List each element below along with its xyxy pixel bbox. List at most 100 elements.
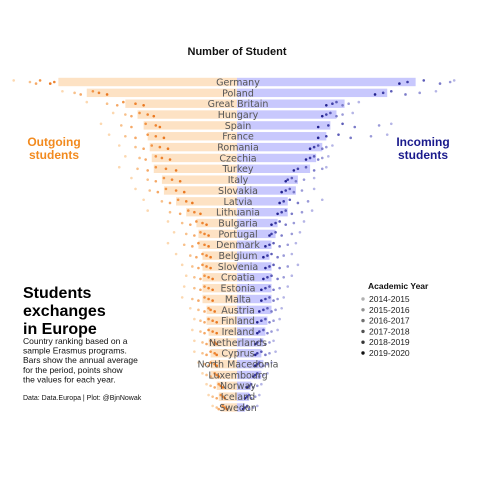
- outgoing-point-slovakia-3: [164, 187, 168, 191]
- source-credit: Data: Data.Europa | Plot: @BjnNowak: [23, 395, 142, 402]
- incoming-point-luxembourg-1: [262, 373, 265, 377]
- incoming-point-finland-4: [260, 319, 263, 323]
- outgoing-point-finland-0: [193, 317, 196, 321]
- outgoing-point-poland-5: [105, 93, 109, 96]
- incoming-point-belgium-4: [266, 254, 269, 257]
- outgoing-point-iceland-1: [211, 395, 214, 398]
- outgoing-point-romania-0: [117, 144, 121, 147]
- outgoing-point-croatia-2: [199, 277, 202, 281]
- country-label-great-britain: Great Britain: [208, 99, 269, 110]
- outgoing-point-romania-3: [150, 144, 154, 147]
- outgoing-point-italy-3: [162, 176, 166, 180]
- country-label-croatia: Croatia: [221, 273, 255, 284]
- incoming-point-malta-5: [260, 299, 263, 302]
- incoming-point-czechia-1: [320, 156, 324, 160]
- outgoing-point-malta-5: [211, 299, 214, 302]
- incoming-point-bulgaria-3: [278, 220, 281, 223]
- incoming-point-cyprus-1: [268, 351, 271, 355]
- outgoing-point-estonia-5: [211, 288, 214, 292]
- incoming-point-netherlands-4: [255, 341, 259, 344]
- outgoing-point-italy-5: [178, 179, 182, 183]
- outgoing-point-denmark-2: [191, 245, 194, 248]
- outgoing-point-north-macedonia-2: [207, 364, 210, 368]
- country-label-lithuania: Lithuania: [216, 208, 260, 219]
- legend-title: Academic Year: [368, 281, 429, 291]
- incoming-point-cyprus-0: [274, 350, 277, 353]
- outgoing-point-portugal-1: [184, 232, 188, 236]
- country-label-germany: Germany: [216, 77, 260, 88]
- incoming-point-north-macedonia-0: [270, 361, 273, 364]
- incoming-point-norway-1: [255, 384, 259, 388]
- outgoing-point-turkey-4: [164, 167, 168, 171]
- incoming-point-hungary-1: [341, 113, 344, 116]
- legend-dot-2014-2015: [361, 297, 365, 301]
- country-label-slovenia: Slovenia: [218, 262, 258, 273]
- outgoing-point-belgium-3: [201, 252, 204, 256]
- incoming-point-latvia-2: [296, 201, 300, 205]
- incoming-bar-slovenia: [237, 262, 272, 271]
- incoming-point-portugal-4: [270, 232, 273, 236]
- incoming-point-italy-4: [286, 178, 290, 181]
- incoming-bar-denmark: [237, 240, 272, 249]
- incoming-point-italy-1: [302, 178, 306, 181]
- incoming-point-italy-3: [290, 176, 294, 180]
- incoming-point-portugal-5: [268, 234, 271, 237]
- outgoing-point-portugal-4: [203, 232, 206, 236]
- incoming-point-poland-2: [404, 93, 407, 96]
- incoming-point-romania-1: [325, 145, 328, 149]
- outgoing-point-croatia-0: [184, 274, 188, 278]
- outgoing-point-luxembourg-4: [215, 373, 218, 377]
- incoming-point-latvia-4: [282, 200, 285, 203]
- incoming-point-iceland-1: [253, 395, 257, 398]
- outgoing-point-sweden-4: [223, 406, 227, 409]
- outgoing-point-norway-3: [217, 382, 221, 386]
- outgoing-point-belgium-0: [174, 252, 178, 256]
- incoming-point-malta-4: [264, 297, 267, 301]
- incoming-point-denmark-1: [286, 243, 290, 247]
- outgoing-bar-czechia: [151, 153, 237, 163]
- incoming-point-austria-5: [258, 310, 261, 313]
- incoming-point-spain-0: [389, 122, 393, 126]
- outgoing-point-belgium-4: [205, 254, 208, 257]
- incoming-point-germany-2: [438, 82, 442, 85]
- incoming-bar-great-britain: [237, 99, 345, 108]
- incoming-point-iceland-5: [243, 396, 247, 400]
- legend-label-2016-2017: 2016-2017: [369, 316, 410, 326]
- outgoing-point-north-macedonia-3: [209, 361, 212, 364]
- main-title: Students exchanges in Europe: [23, 285, 106, 338]
- country-label-latvia: Latvia: [224, 197, 253, 208]
- incoming-point-bulgaria-1: [292, 221, 296, 225]
- outgoing-point-spain-0: [99, 122, 103, 126]
- incoming-students-label: Incoming students: [396, 135, 449, 162]
- incoming-point-great-britain-4: [331, 102, 334, 105]
- outgoing-point-hungary-2: [130, 114, 133, 118]
- incoming-point-slovenia-1: [286, 265, 290, 268]
- incoming-bar-romania: [237, 142, 323, 152]
- outgoing-point-hungary-4: [146, 113, 149, 116]
- outgoing-bar-romania: [149, 142, 237, 152]
- outgoing-point-latvia-4: [184, 200, 188, 203]
- outgoing-bar-slovakia: [163, 186, 237, 195]
- outgoing-point-north-macedonia-1: [203, 362, 206, 366]
- incoming-point-belgium-5: [262, 255, 265, 259]
- outgoing-point-france-0: [107, 133, 111, 136]
- outgoing-point-germany-3: [38, 79, 42, 82]
- outgoing-point-cyprus-5: [215, 353, 218, 357]
- outgoing-point-malta-4: [207, 297, 210, 301]
- incoming-point-france-2: [349, 136, 352, 140]
- country-label-spain: Spain: [225, 121, 252, 132]
- outgoing-bar-denmark: [198, 240, 237, 249]
- incoming-point-spain-3: [341, 122, 344, 126]
- incoming-point-slovenia-5: [264, 266, 267, 270]
- outgoing-point-norway-2: [213, 386, 216, 389]
- incoming-point-croatia-3: [270, 274, 273, 278]
- outgoing-point-france-5: [162, 136, 166, 140]
- incoming-point-turkey-2: [312, 169, 316, 172]
- incoming-bar-lithuania: [237, 208, 288, 217]
- incoming-point-belgium-0: [290, 252, 294, 256]
- legend-dot-2017-2018: [361, 329, 365, 334]
- incoming-point-denmark-0: [294, 241, 298, 245]
- outgoing-point-france-4: [154, 134, 158, 138]
- country-label-bulgaria: Bulgaria: [218, 218, 257, 229]
